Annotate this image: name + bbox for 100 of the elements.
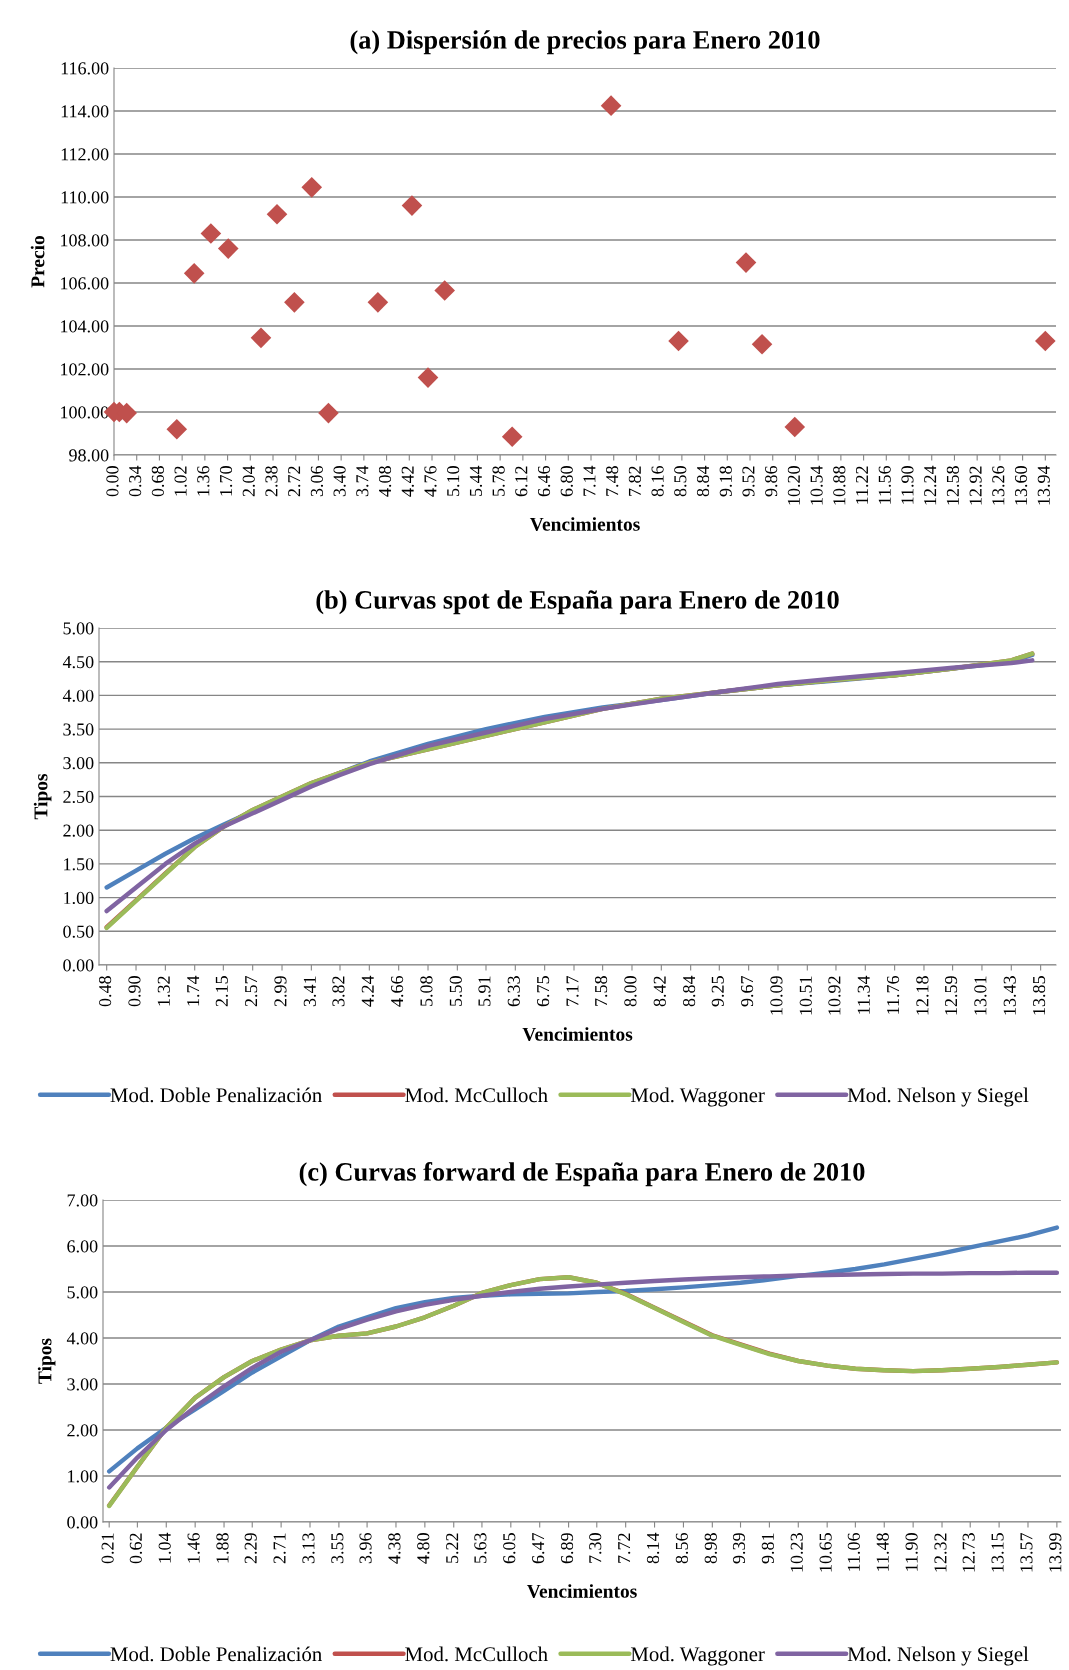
y-axis-title: Precio	[30, 235, 45, 288]
x-tick-label: 2.38	[265, 466, 278, 497]
x-tick-label: 9.39	[732, 1533, 746, 1564]
x-tick-label: 13.85	[1032, 976, 1046, 1015]
y-tick-label: 3.50	[63, 723, 94, 736]
x-tick-label: 10.20	[787, 466, 801, 505]
chart-title: (b) Curvas spot de España para Enero de 2010	[316, 590, 839, 615]
x-tick-label: 0.34	[129, 465, 142, 497]
y-tick-label: 1.00	[68, 1470, 98, 1483]
y-tick-label: 108.00	[61, 234, 109, 247]
x-tick-label: 4.38	[388, 1533, 401, 1564]
x-tick-label: 6.05	[503, 1533, 516, 1564]
x-tick-label: 12.32	[934, 1533, 947, 1572]
x-tick-label: 2.71	[273, 1533, 286, 1564]
x-tick-label: 6.75	[537, 976, 550, 1007]
x-tick-label: 7.14	[583, 465, 596, 496]
x-tick-label: 1.46	[187, 1532, 200, 1563]
y-tick-label: 116.00	[61, 62, 109, 75]
x-tick-label: 13.60	[1014, 466, 1028, 505]
x-tick-label: 3.13	[302, 1533, 315, 1564]
x-tick-label: 0.62	[129, 1533, 142, 1564]
x-tick-label: 8.56	[675, 1532, 689, 1564]
x-tick-label: 9.18	[719, 466, 732, 497]
y-tick-label: 110.00	[61, 191, 109, 204]
x-tick-label: 6.89	[560, 1533, 574, 1564]
x-tick-label: 12.59	[945, 976, 958, 1015]
y-tick-label: 104.00	[61, 320, 109, 333]
x-tick-label: 5.10	[447, 466, 460, 496]
x-tick-label: 0.21	[101, 1533, 114, 1564]
x-tick-label: 1.32	[157, 976, 170, 1006]
x-tick-label: 10.23	[790, 1533, 803, 1572]
x-tick-label: 10.88	[833, 466, 846, 505]
x-tick-label: 11.90	[901, 466, 914, 504]
x-tick-label: 5.78	[492, 466, 505, 496]
y-axis-title: Tipos	[37, 1338, 56, 1384]
x-tick-label: 6.12	[515, 466, 528, 497]
x-tick-label: 1.70	[219, 466, 233, 496]
x-tick-label: 1.88	[216, 1533, 229, 1563]
x-tick-label: 7.30	[589, 1533, 602, 1563]
x-tick-label: 8.00	[624, 976, 637, 1007]
x-tick-label: 6.47	[532, 1532, 545, 1564]
x-tick-label: 9.52	[742, 466, 755, 497]
legend-label: Mod. Doble Penalización	[110, 1087, 322, 1103]
x-tick-label: 3.74	[356, 465, 369, 497]
x-tick-label: 0.48	[99, 976, 112, 1007]
y-tick-label: 3.00	[63, 757, 94, 770]
x-tick-label: 1.04	[158, 1532, 171, 1563]
y-tick-label: 4.50	[62, 655, 94, 669]
x-tick-label: 3.06	[310, 465, 324, 497]
x-tick-label: 12.73	[962, 1533, 975, 1572]
x-tick-label: 13.99	[1049, 1533, 1062, 1572]
x-tick-label: 3.82	[332, 976, 345, 1007]
x-tick-label: 10.51	[799, 976, 812, 1015]
x-tick-label: 11.76	[887, 975, 900, 1014]
x-tick-label: 12.92	[969, 466, 982, 505]
x-tick-label: 7.58	[594, 976, 608, 1006]
x-tick-label: 11.22	[855, 466, 869, 504]
x-tick-label: 8.98	[704, 1533, 717, 1564]
x-tick-label: 7.48	[606, 466, 619, 496]
x-tick-label: 9.67	[741, 975, 754, 1007]
x-tick-label: 13.43	[1003, 976, 1016, 1015]
x-tick-label: 9.86	[765, 465, 778, 497]
y-tick-label: 0.00	[67, 1516, 98, 1529]
x-tick-label: 4.80	[417, 1533, 430, 1564]
x-tick-label: 11.90	[905, 1533, 918, 1571]
y-tick-label: 1.50	[64, 858, 94, 871]
x-tick-label: 5.22	[446, 1533, 459, 1563]
x-tick-label: 13.26	[992, 465, 1005, 505]
y-tick-label: 0.00	[63, 959, 94, 972]
x-tick-label: 3.41	[303, 976, 316, 1007]
chart-title: (a) Dispersión de precios para Enero 2010	[350, 30, 820, 55]
y-tick-label: 5.00	[67, 1286, 98, 1299]
x-tick-label: 2.72	[288, 466, 301, 497]
x-tick-label: 13.94	[1037, 465, 1050, 505]
y-tick-label: 98.00	[69, 449, 109, 462]
x-tick-label: 8.14	[646, 1532, 660, 1564]
x-tick-label: 5.50	[449, 976, 462, 1006]
x-tick-label: 1.74	[187, 975, 200, 1006]
x-tick-label: 13.15	[991, 1533, 1004, 1572]
y-tick-label: 2.50	[63, 790, 94, 804]
x-tick-label: 3.40	[333, 466, 346, 497]
legend-label: Mod. Waggoner	[630, 1646, 765, 1666]
x-axis-title: Vencimientos	[522, 1027, 633, 1041]
y-tick-label: 106.00	[61, 277, 109, 290]
legend-label: Mod. Nelson y Siegel	[847, 1087, 1029, 1107]
x-tick-label: 12.18	[916, 976, 929, 1015]
x-tick-label: 2.29	[244, 1533, 257, 1564]
x-tick-label: 5.63	[474, 1533, 487, 1563]
y-tick-label: 3.00	[67, 1378, 98, 1391]
y-tick-label: 2.00	[67, 1424, 98, 1437]
x-tick-label: 10.09	[770, 976, 783, 1015]
x-tick-label: 8.84	[696, 465, 710, 497]
x-axis-title: Vencimientos	[529, 517, 640, 531]
x-tick-label: 1.02	[174, 466, 187, 496]
x-tick-label: 0.90	[128, 976, 141, 1007]
legend-label: Mod. McCulloch	[405, 1646, 548, 1662]
x-tick-label: 6.46	[537, 465, 551, 497]
y-tick-label: 0.50	[63, 925, 94, 938]
y-tick-label: 100.00	[61, 406, 109, 419]
x-tick-label: 2.99	[274, 976, 287, 1007]
